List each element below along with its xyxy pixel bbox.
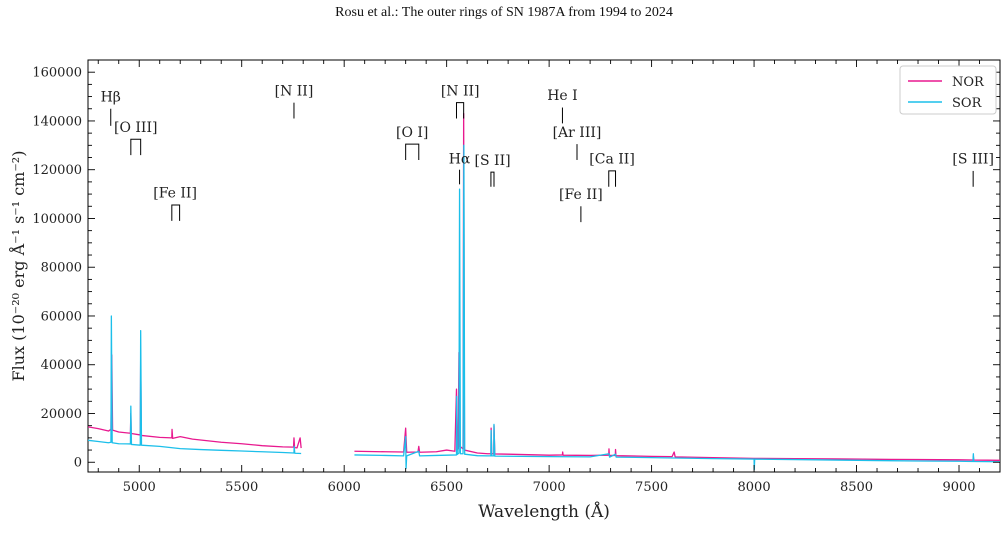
y-tick-label: 40000 [41, 358, 82, 373]
x-tick-label: 9000 [942, 480, 975, 495]
annotation-label: [O I] [396, 125, 428, 141]
page-title: Rosu et al.: The outer rings of SN 1987A… [335, 5, 673, 20]
x-tick-label: 7500 [635, 480, 668, 495]
y-tick-label: 0 [74, 456, 82, 471]
annotation-marker: He I [547, 88, 578, 124]
x-tick-label: 6500 [430, 480, 463, 495]
annotation-label: [Ca II] [589, 152, 635, 168]
y-axis-label: Flux (10⁻²⁰ erg Å⁻¹ s⁻¹ cm⁻²) [8, 151, 28, 382]
series-sor-segment-0 [88, 315, 302, 455]
annotation-label: Hβ [101, 89, 121, 105]
legend-label-sor: SOR [952, 96, 983, 111]
x-tick-label: 6000 [328, 480, 361, 495]
annotation-label: [Ar III] [553, 125, 602, 141]
annotation-label: Hα [449, 152, 471, 168]
plot-frame [87, 59, 1001, 473]
y-tick-label: 140000 [32, 114, 82, 129]
series-nor-segment-1 [354, 112, 1000, 461]
x-tick-label: 7000 [533, 480, 566, 495]
annotation-marker: [O III] [114, 120, 157, 156]
y-tick-label: 120000 [32, 163, 82, 178]
series-nor-segment-0 [88, 354, 302, 449]
annotation-marker: [N II] [275, 83, 314, 119]
y-tick-label: 100000 [32, 212, 82, 227]
y-tick-label: 80000 [41, 261, 82, 276]
x-tick-label: 8500 [840, 480, 873, 495]
legend-label-nor: NOR [952, 75, 985, 90]
y-tick-label: 160000 [32, 66, 82, 81]
x-axis-label: Wavelength (Å) [478, 501, 610, 522]
annotation-marker: [Ar III] [553, 125, 602, 160]
axis-ticks: 5000 5500 6000 6500 7000 7500 8000 8500 9000 0 200… [32, 59, 1001, 495]
annotation-marker: [S II] [475, 153, 511, 187]
annotation-label: [Fe II] [153, 186, 197, 202]
annotation-label: [N II] [441, 83, 480, 99]
legend-box [899, 65, 997, 115]
x-tick-label: 8000 [738, 480, 771, 495]
annotation-marker: [Fe II] [153, 186, 197, 221]
annotation-marker: [Fe II] [559, 187, 603, 223]
annotation-marker: [Ca II] [589, 152, 635, 187]
legend: NOR SOR [899, 65, 997, 115]
x-tick-label: 5000 [123, 480, 156, 495]
annotation-label: He I [547, 88, 577, 104]
annotation-marker: [O I] [396, 125, 428, 160]
line-annotations: Hβ [O III] [Fe II] [N II] [O I] Hα [N II] [S II… [101, 83, 994, 223]
annotation-label: [S III] [952, 152, 994, 168]
annotation-marker: Hβ [101, 89, 121, 126]
annotation-marker: Hα [449, 152, 471, 185]
y-tick-label: 60000 [41, 309, 82, 324]
y-tick-label: 20000 [41, 407, 82, 422]
annotation-label: [O III] [114, 120, 157, 136]
annotation-label: [Fe II] [559, 187, 603, 203]
series-layer [88, 112, 1000, 471]
annotation-label: [S II] [475, 153, 511, 169]
annotation-marker: [N II] [441, 83, 480, 119]
x-tick-label: 5500 [225, 480, 258, 495]
annotation-label: [N II] [275, 83, 314, 99]
annotation-marker: [S III] [952, 152, 994, 187]
series-sor-segment-1 [354, 144, 1000, 471]
